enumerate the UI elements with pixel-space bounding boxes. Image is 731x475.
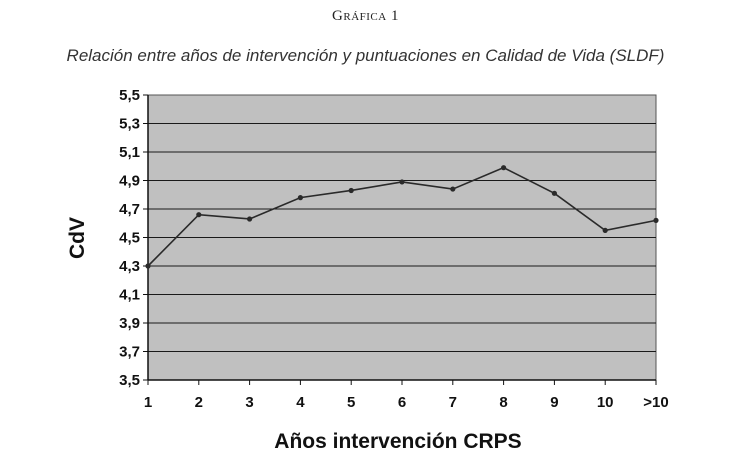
- data-point: [602, 227, 608, 233]
- x-axis-label: Años intervención CRPS: [274, 430, 521, 453]
- y-tick-label: 5,5: [119, 87, 140, 104]
- x-tick-label: 7: [449, 394, 457, 411]
- y-tick-label: 4,7: [119, 201, 140, 218]
- data-point: [145, 263, 151, 269]
- data-point: [196, 212, 202, 218]
- y-tick-label: 4,1: [119, 287, 140, 304]
- x-tick-label: 5: [347, 394, 355, 411]
- y-tick-label: 5,3: [119, 116, 140, 133]
- x-tick-label: 3: [245, 394, 253, 411]
- data-point: [247, 216, 253, 222]
- y-tick-label: 4,5: [119, 230, 140, 247]
- data-point: [551, 190, 558, 196]
- x-tick-label: 1: [144, 394, 152, 411]
- data-point: [297, 195, 303, 201]
- x-tick-label: 2: [195, 394, 203, 411]
- x-tick-label: 6: [398, 394, 406, 411]
- x-tick-label: 8: [499, 394, 507, 411]
- data-point: [450, 186, 456, 192]
- data-point: [399, 179, 405, 185]
- y-tick-label: 5,1: [119, 144, 140, 161]
- y-tick-label: 3,7: [119, 344, 140, 361]
- figure-caption: Relación entre años de intervención y pu…: [66, 46, 665, 65]
- y-tick-label: 4,9: [119, 173, 140, 190]
- data-point: [501, 165, 507, 171]
- y-tick-label: 3,9: [119, 315, 140, 332]
- figure-label: Gráfica 1: [332, 8, 399, 24]
- data-point: [348, 187, 354, 194]
- x-tick-label: 9: [550, 394, 558, 411]
- y-axis-label: CdV: [66, 217, 89, 259]
- x-tick-label: 4: [296, 394, 305, 411]
- data-point: [653, 217, 659, 223]
- x-tick-label: 10: [597, 394, 614, 411]
- y-tick-label: 4,3: [119, 258, 140, 275]
- x-tick-label: >10: [643, 394, 668, 411]
- y-tick-label: 3,5: [119, 372, 140, 389]
